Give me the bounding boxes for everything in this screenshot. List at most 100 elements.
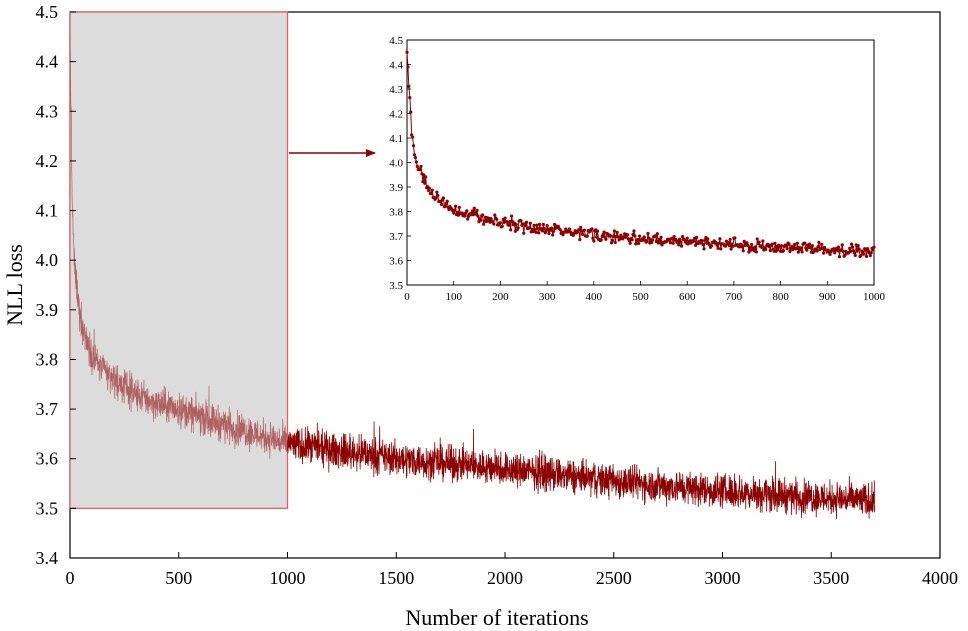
inset-data-point xyxy=(632,229,636,233)
inset-data-point xyxy=(807,242,812,246)
main-series xyxy=(69,36,876,520)
inset-data-point xyxy=(636,237,640,242)
inset-data-point xyxy=(445,199,449,203)
y-tick-label: 4.1 xyxy=(36,201,59,221)
inset-data-point xyxy=(616,235,620,239)
inset-data-point xyxy=(750,242,754,247)
series-line-zoomed-part xyxy=(69,36,288,459)
inset-data-point xyxy=(475,208,479,212)
y-tick-label: 4.5 xyxy=(36,2,59,22)
inset-data-point xyxy=(739,243,743,247)
inset-y-tick-label: 4.2 xyxy=(389,109,403,121)
inset-y-tick-label: 3.7 xyxy=(389,231,403,243)
inset-data-point xyxy=(716,246,720,250)
inset-data-point xyxy=(493,213,497,217)
inset-data-point xyxy=(849,242,854,246)
inset-data-point xyxy=(781,249,786,253)
inset-data-point xyxy=(532,223,536,227)
inset-data-point xyxy=(840,243,844,247)
inset-data-point xyxy=(466,217,470,221)
inset-data-point xyxy=(718,237,722,241)
inset-y-tick-label: 4.1 xyxy=(389,133,403,145)
inset-data-point xyxy=(835,249,840,253)
inset-data-point xyxy=(757,240,761,244)
inset-x-tick-label: 900 xyxy=(819,291,836,303)
inset-data-point xyxy=(434,196,438,200)
inset-data-point xyxy=(413,155,418,160)
inset-data-point xyxy=(815,249,819,253)
inset-data-point xyxy=(623,235,628,239)
inset-data-point xyxy=(500,224,504,228)
inset-data-point xyxy=(855,249,859,253)
inset-data-point xyxy=(800,250,804,254)
inset-data-point xyxy=(794,246,799,251)
x-tick-label: 0 xyxy=(66,568,75,588)
inset-y-tick-label: 4.5 xyxy=(389,35,403,47)
inset-data-point xyxy=(761,239,765,243)
inset-data-point xyxy=(610,238,615,243)
inset-data-point xyxy=(850,245,855,249)
inset-data-point xyxy=(505,220,509,224)
inset-data-point xyxy=(853,253,857,257)
inset-data-point xyxy=(856,244,860,248)
inset-data-point xyxy=(537,231,541,235)
inset-data-point xyxy=(538,222,542,227)
inset-data-point xyxy=(591,236,595,240)
inset-data-point xyxy=(551,233,555,237)
inset-data-point xyxy=(852,251,856,255)
inset-data-point xyxy=(540,229,545,233)
inset-data-point xyxy=(552,229,556,233)
inset-data-point xyxy=(595,235,599,239)
inset-data-point xyxy=(717,241,721,246)
inset-data-point xyxy=(422,173,426,177)
inset-data-point xyxy=(651,238,655,242)
inset-data-point xyxy=(658,241,662,245)
inset-data-point xyxy=(582,228,587,232)
inset-data-point xyxy=(556,224,560,228)
inset-data-point xyxy=(430,188,434,192)
inset-data-point xyxy=(723,244,728,248)
inset-data-point xyxy=(590,227,594,231)
inset-data-point xyxy=(509,228,513,232)
inset-data-point xyxy=(864,254,869,259)
inset-data-point xyxy=(702,247,706,251)
inset-data-point xyxy=(418,168,422,172)
inset-data-point xyxy=(768,248,772,253)
inset-data-point xyxy=(514,222,518,227)
inset-data-point xyxy=(659,235,663,239)
inset-data-point xyxy=(585,234,589,238)
inset-data-point xyxy=(869,251,873,255)
inset-data-point xyxy=(706,237,710,241)
inset-data-point xyxy=(657,237,661,242)
inset-data-point xyxy=(435,190,439,194)
inset-data-point xyxy=(534,230,538,234)
inset-data-point xyxy=(799,246,803,250)
inset-data-point xyxy=(439,202,444,207)
series-line xyxy=(287,421,876,520)
inset-x-tick-label: 200 xyxy=(492,291,509,303)
inset-data-point xyxy=(868,253,872,258)
inset-data-point xyxy=(429,192,433,196)
inset-data-point xyxy=(406,65,410,69)
inset-data-point xyxy=(567,227,572,231)
inset-data-point xyxy=(476,214,480,218)
inset-data-point xyxy=(408,96,412,100)
inset-data-point xyxy=(843,253,847,257)
inset-y-tick-label: 4.3 xyxy=(389,84,403,96)
inset-data-point xyxy=(415,164,419,168)
y-tick-label: 3.9 xyxy=(36,300,59,320)
inset-data-point xyxy=(630,238,634,242)
inset-data-point xyxy=(611,234,616,238)
inset-data-point xyxy=(726,240,730,245)
inset-x-tick-label: 400 xyxy=(586,291,603,303)
inset-data-point xyxy=(784,243,788,247)
main-y-ticks: 3.4 3.5 3.6 3.7 3.8 3.9 4.0 4.1 4.2 4.3 4.4 4.5 xyxy=(36,2,76,568)
x-tick-label: 3500 xyxy=(813,568,849,588)
inset-data-point xyxy=(805,248,809,252)
inset-data-point xyxy=(463,214,467,218)
inset-data-point xyxy=(729,247,733,251)
inset-data-point xyxy=(817,240,821,244)
inset-data-point xyxy=(686,242,690,246)
inset-data-point xyxy=(642,235,646,239)
inset-data-point xyxy=(453,204,458,208)
